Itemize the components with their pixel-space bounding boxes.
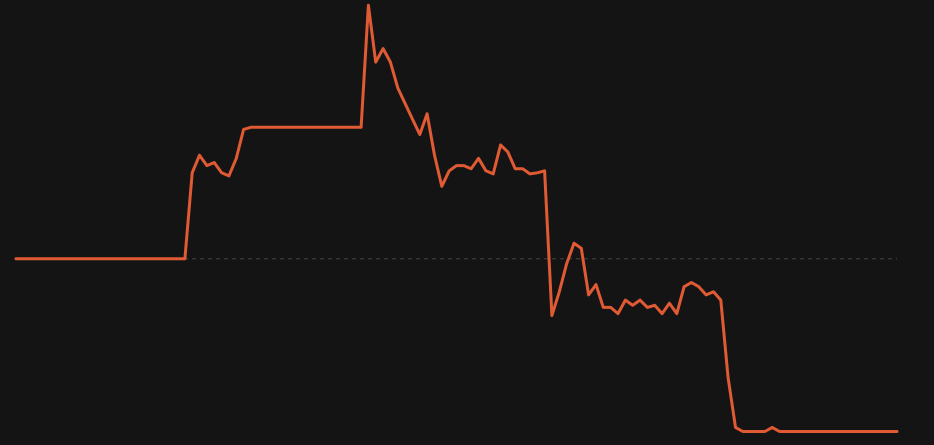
line-series bbox=[14, 3, 899, 433]
